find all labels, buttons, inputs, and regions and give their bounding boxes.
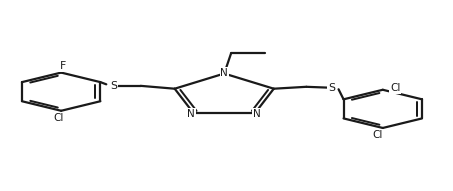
Text: Cl: Cl xyxy=(372,130,382,140)
Text: N: N xyxy=(253,109,261,119)
Text: N: N xyxy=(220,68,228,78)
Text: S: S xyxy=(110,81,117,91)
Text: S: S xyxy=(328,83,335,93)
Text: N: N xyxy=(188,109,195,119)
Text: Cl: Cl xyxy=(390,83,400,93)
Text: F: F xyxy=(60,62,67,71)
Text: Cl: Cl xyxy=(54,113,64,123)
